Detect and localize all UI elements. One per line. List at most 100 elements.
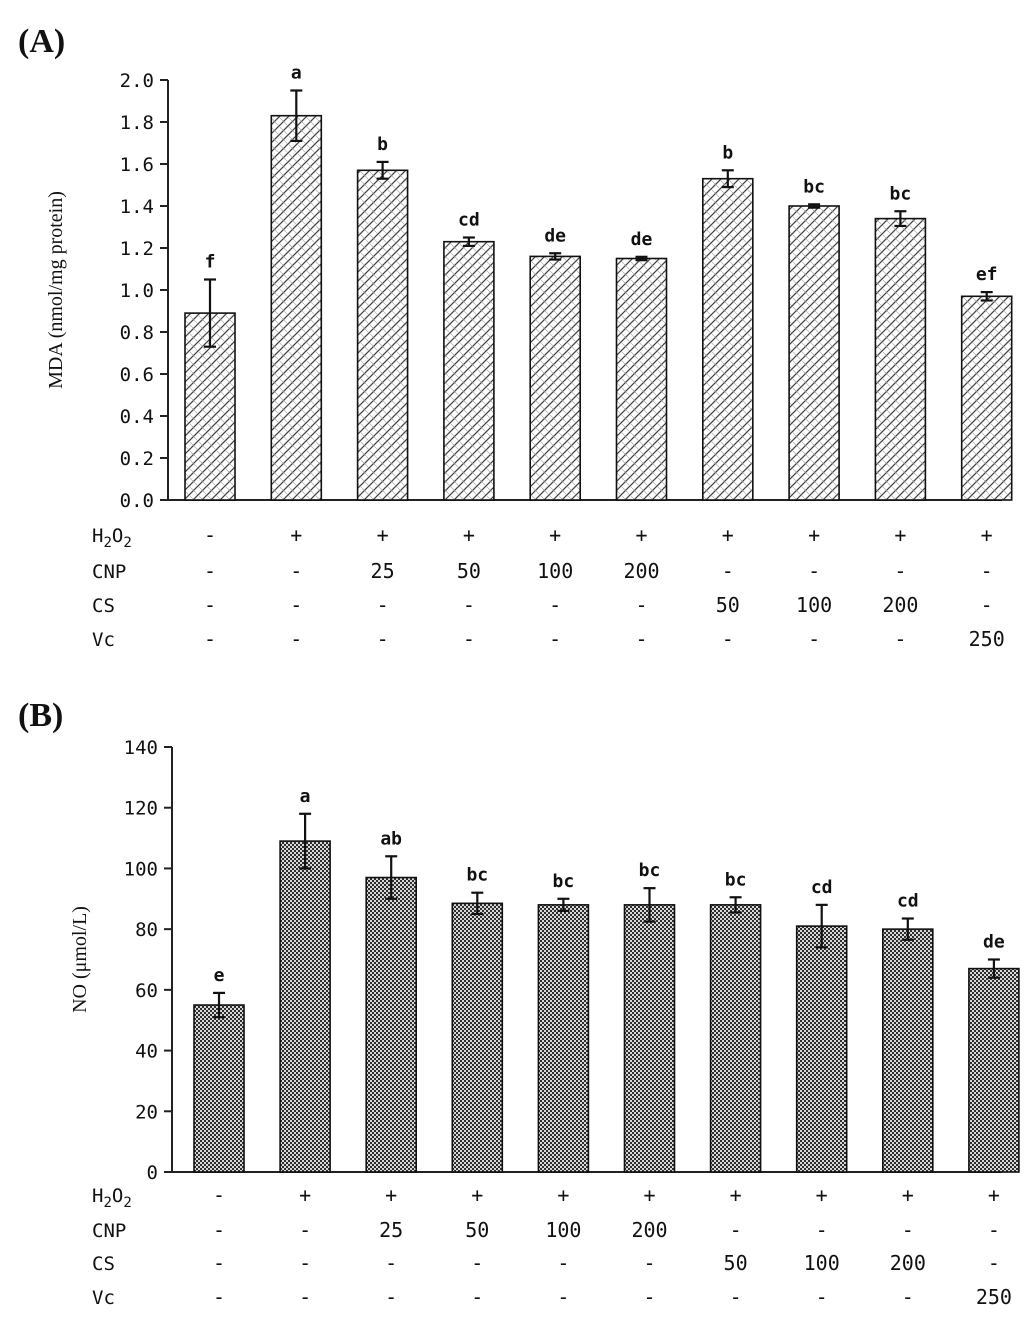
condition-cell: 200: [623, 559, 659, 583]
y-tick-label: 0.8: [120, 322, 154, 344]
condition-cell: -: [299, 1218, 311, 1242]
condition-cell: -: [816, 1218, 828, 1242]
y-tick-label: 120: [124, 798, 158, 820]
condition-cell: -: [808, 559, 820, 583]
condition-cell: 200: [631, 1218, 667, 1242]
y-tick-label: 100: [124, 858, 158, 880]
condition-cell: -: [471, 1285, 483, 1309]
condition-cell: -: [635, 593, 647, 617]
condition-cell: +: [981, 523, 993, 547]
y-tick-label: 1.6: [120, 154, 154, 176]
condition-cell: -: [290, 593, 302, 617]
condition-cell: -: [894, 627, 906, 651]
y-tick-label: 0.2: [120, 448, 154, 470]
condition-cell: -: [385, 1251, 397, 1275]
y-tick-label: 0: [147, 1162, 158, 1184]
condition-cell: -: [213, 1251, 225, 1275]
condition-cell: -: [290, 627, 302, 651]
significance-letter: bc: [725, 869, 747, 890]
condition-cell: +: [385, 1183, 397, 1207]
condition-cell: -: [722, 559, 734, 583]
condition-cell: -: [463, 593, 475, 617]
panel-b: (B) 0 20 40 60 80 100 120 140 NO (μmol/L) e a ab bc bc…: [18, 697, 1020, 1309]
bar: [537, 904, 590, 1173]
condition-cell: 250: [969, 627, 1005, 651]
condition-cell: -: [204, 627, 216, 651]
bar: [529, 255, 582, 501]
condition-cell: -: [549, 627, 561, 651]
condition-name: H2O2: [92, 525, 132, 551]
significance-letter: f: [205, 252, 216, 273]
significance-letter: ab: [380, 828, 402, 849]
significance-letter: bc: [553, 871, 575, 892]
condition-cell: +: [557, 1183, 569, 1207]
condition-cell: -: [902, 1285, 914, 1309]
condition-cell: 50: [457, 559, 481, 583]
condition-cell: +: [808, 523, 820, 547]
y-tick-label: 1.4: [120, 196, 154, 218]
bar: [356, 169, 409, 501]
panel-label: (B): [18, 697, 63, 734]
significance-letter: cd: [811, 877, 833, 898]
significance-letter: bc: [803, 176, 825, 197]
bar: [795, 925, 848, 1173]
condition-cell: 50: [465, 1218, 489, 1242]
condition-cell: 100: [804, 1251, 840, 1275]
condition-name: Vc: [92, 1287, 115, 1309]
condition-cell: +: [635, 523, 647, 547]
y-tick-label: 20: [135, 1101, 158, 1123]
significance-letter: de: [631, 229, 653, 250]
condition-name: CNP: [92, 1220, 126, 1242]
condition-cell: -: [213, 1285, 225, 1309]
panel-label: (A): [18, 23, 65, 60]
condition-cell: 100: [545, 1218, 581, 1242]
condition-cell: -: [299, 1285, 311, 1309]
y-tick-label: 1.8: [120, 112, 154, 134]
y-tick-label: 140: [124, 737, 158, 759]
bar: [874, 217, 927, 501]
condition-name: CNP: [92, 561, 126, 583]
condition-cell: +: [377, 523, 389, 547]
condition-cell: -: [204, 593, 216, 617]
condition-cell: +: [463, 523, 475, 547]
bar: [193, 1004, 245, 1173]
y-tick-label: 0.4: [120, 406, 154, 428]
condition-cell: -: [643, 1285, 655, 1309]
condition-cell: +: [722, 523, 734, 547]
condition-cell: +: [816, 1183, 828, 1207]
condition-cell: -: [902, 1218, 914, 1242]
condition-name: H2O2: [92, 1185, 132, 1211]
significance-letter: cd: [897, 891, 919, 912]
condition-cell: -: [377, 593, 389, 617]
condition-cell: -: [816, 1285, 828, 1309]
condition-cell: +: [643, 1183, 655, 1207]
condition-cell: -: [981, 559, 993, 583]
bar: [788, 205, 840, 501]
significance-letter: bc: [639, 860, 661, 881]
bar: [881, 928, 934, 1173]
condition-cell: -: [385, 1285, 397, 1309]
condition-cell: -: [643, 1251, 655, 1275]
significance-letter: e: [214, 965, 225, 986]
condition-cell: -: [213, 1183, 225, 1207]
condition-cell: +: [988, 1183, 1000, 1207]
condition-cell: -: [894, 559, 906, 583]
condition-cell: -: [730, 1218, 742, 1242]
condition-cell: +: [549, 523, 561, 547]
condition-cell: -: [635, 627, 647, 651]
y-axis-label: NO (μmol/L): [69, 906, 91, 1013]
condition-cell: -: [988, 1251, 1000, 1275]
y-tick-label: 1.0: [120, 280, 154, 302]
condition-cell: +: [902, 1183, 914, 1207]
condition-cell: 100: [537, 559, 573, 583]
y-tick-label: 1.2: [120, 238, 154, 260]
condition-cell: -: [988, 1218, 1000, 1242]
condition-cell: -: [557, 1251, 569, 1275]
condition-cell: -: [730, 1285, 742, 1309]
significance-letter: a: [291, 63, 302, 84]
condition-name: CS: [92, 595, 115, 617]
bar: [451, 902, 504, 1173]
bar: [623, 904, 676, 1173]
condition-cell: 200: [890, 1251, 926, 1275]
